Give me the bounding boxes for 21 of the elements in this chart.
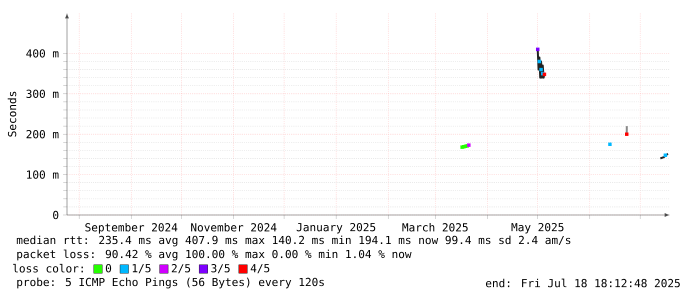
y-tick-label: 100 m [27,170,59,179]
text: probe: 5 ICMP Echo Pings (56 Bytes) every 120s [17,278,324,288]
y-tick-label: 200 m [26,130,59,138]
legend-label: 2/5 [172,264,190,274]
legend-title: loss color: [13,264,83,273]
legend-label: 4/5 [250,264,270,274]
x-tick-label: March 2025 [402,222,468,232]
legend-label: 0 [106,264,112,272]
x-tick-label: January 2025 [296,222,376,234]
y-axis-title: Seconds [8,92,16,137]
legend-label: 3/5 [211,264,230,274]
text: end: Fri Jul 18 18:12:48 2025 [486,278,680,288]
y-tick-label: 400 m [26,49,59,58]
y-tick-label: 0 [53,210,58,220]
text: packet loss: 90.42 % avg 100.00 % max 0.00 % min 1.04 % now [17,250,412,260]
x-tick-label: November 2024 [191,222,276,232]
x-tick-label: May 2025 [512,222,564,234]
x-tick-label: September 2024 [85,222,178,234]
text: median rtt: 235.4 ms avg 407.9 ms max 140.2 ms min 194.1 ms now 99.4 ms sd 2.4 am/s [16,236,570,246]
y-tick-label: 300 m [26,90,59,98]
legend-label: 1/5 [132,264,151,274]
